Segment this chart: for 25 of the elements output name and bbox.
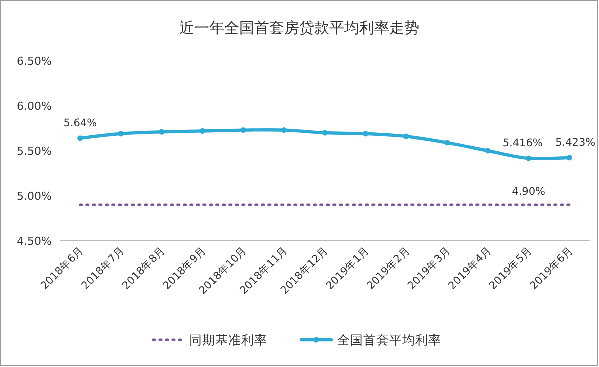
point [322,130,328,136]
point [281,128,288,134]
y-tick-label: 5.00% [17,190,52,203]
data-label: 5.423% [556,136,596,149]
point [118,131,124,137]
data-label: 4.90% [512,186,546,198]
y-tick-label: 4.50% [17,235,52,248]
data-label: 5.64% [64,117,98,130]
y-tick-label: 5.50% [17,145,52,158]
point [404,134,410,140]
point [362,131,369,137]
point [78,136,84,142]
legend-label: 同期基准利率 [190,332,268,348]
legend-label: 全国首套平均利率 [338,332,442,348]
data-label: 5.416% [502,138,543,150]
y-tick-label: 6.00% [17,100,52,113]
y-tick-label: 6.50% [17,55,52,68]
point [200,128,206,134]
chart-title: 近一年全国首套房贷款平均利率走势 [180,19,420,37]
point [159,129,165,135]
point [444,140,450,146]
point [485,148,491,154]
point [566,155,572,161]
point [240,128,246,134]
point [526,156,532,162]
